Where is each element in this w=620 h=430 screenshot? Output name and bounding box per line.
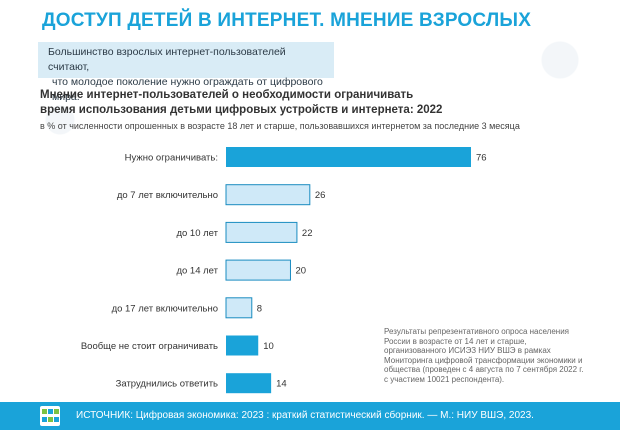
value-label-0: 76 [476, 153, 487, 164]
category-label-3: до 14 лет [176, 266, 218, 277]
hse-logo-icon [40, 406, 60, 426]
footer-bar: ИСТОЧНИК: Цифровая экономика: 2023 : кра… [0, 402, 620, 430]
category-label-0: Нужно ограничивать: [125, 153, 218, 164]
category-label-5: Вообще не стоит ограничивать [81, 341, 218, 352]
callout-box: Большинство взрослых интернет-пользовате… [38, 42, 334, 103]
category-label-4: до 17 лет включительно [112, 303, 218, 314]
bar-6 [226, 373, 272, 394]
value-label-6: 14 [276, 379, 287, 390]
chart-title: Мнение интернет-пользователей о необходи… [40, 88, 460, 118]
chart-subtitle: в % от численности опрошенных в возрасте… [40, 121, 520, 131]
bar-4 [225, 297, 253, 319]
chart-title-line-1: Мнение интернет-пользователей о необходи… [40, 89, 414, 101]
chart-title-line-2: время использования детьми цифровых устр… [40, 104, 443, 116]
value-label-2: 22 [302, 228, 313, 239]
bar-5 [226, 335, 259, 356]
callout-line-2: что молодое поколение нужно ограждать от… [52, 76, 323, 103]
footer-source: ИСТОЧНИК: Цифровая экономика: 2023 : кра… [76, 410, 534, 421]
value-label-5: 10 [263, 341, 274, 352]
value-label-3: 20 [295, 266, 306, 277]
page-title: ДОСТУП ДЕТЕЙ В ИНТЕРНЕТ. МНЕНИЕ ВЗРОСЛЫХ [42, 10, 532, 31]
bar-2 [225, 221, 298, 243]
bar-3 [225, 259, 291, 281]
value-label-4: 8 [257, 303, 262, 314]
survey-note: Результаты репрезентативного опроса насе… [384, 327, 584, 384]
value-label-1: 26 [315, 190, 326, 201]
callout-line-1: Большинство взрослых интернет-пользовате… [48, 46, 286, 73]
category-label-1: до 7 лет включительно [117, 190, 218, 201]
bar-1 [225, 184, 311, 206]
bar-0 [226, 147, 471, 167]
category-label-2: до 10 лет [176, 228, 218, 239]
bar-chart: Нужно ограничивать: 76 до 7 лет включитель… [81, 147, 487, 394]
category-label-6: Затруднились ответить [116, 379, 218, 390]
